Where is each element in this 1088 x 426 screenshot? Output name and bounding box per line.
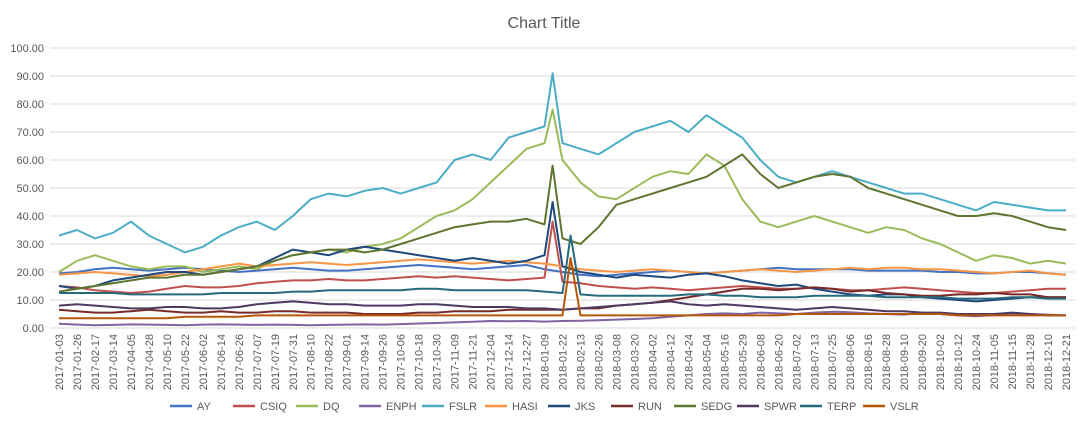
x-tick-label: 2017-12-27 [522,334,534,390]
x-tick-label: 2017-12-04 [486,334,498,390]
y-tick-label: 100.00 [10,43,44,55]
x-tick-label: 2017-03-14 [108,334,120,390]
x-tick-label: 2018-07-13 [809,334,821,390]
x-tick-label: 2017-10-18 [414,334,426,390]
legend-label-enph: ENPH [386,401,417,413]
legend-label-dq: DQ [323,401,340,413]
x-tick-label: 2018-05-16 [719,334,731,390]
y-tick-label: 10.00 [16,295,44,307]
series-line-fslr [58,72,1066,254]
x-tick-label: 2018-10-24 [971,334,983,390]
x-tick-label: 2018-02-13 [575,334,587,390]
x-tick-label: 2017-02-17 [90,334,102,390]
x-tick-label: 2017-12-14 [504,334,516,390]
x-tick-label: 2017-06-26 [234,334,246,390]
x-tick-label: 2017-06-02 [198,334,210,390]
series-line-sedg [58,153,1067,293]
x-tick-label: 2017-09-26 [378,334,390,390]
legend-label-csiq: CSIQ [260,401,287,413]
x-tick-label: 2018-05-04 [701,334,713,390]
x-tick-label: 2018-09-20 [917,334,929,390]
x-tick-label: 2017-06-14 [216,334,228,390]
legend-label-fslr: FSLR [449,401,477,413]
x-tick-label: 2018-05-29 [737,334,749,390]
x-tick-label: 2017-05-22 [180,334,192,390]
series-lines [58,72,1067,327]
x-tick-label: 2017-04-05 [126,334,138,390]
x-tick-label: 2018-01-22 [558,334,570,390]
x-tick-label: 2018-02-26 [593,334,605,390]
x-tick-label: 2017-11-09 [450,334,462,389]
x-tick-label: 2017-10-30 [432,334,444,390]
series-line-vslr [59,257,1066,320]
legend-label-terp: TERP [827,401,856,413]
x-tick-label: 2018-07-02 [791,334,803,390]
x-tick-label: 2018-08-16 [863,334,875,390]
legend-label-ay: AY [197,401,212,413]
x-tick-label: 2018-10-12 [953,334,965,390]
y-tick-label: 80.00 [16,99,44,111]
chart-title: Chart Title [508,15,581,32]
x-tick-label: 2018-11-28 [1025,334,1037,389]
legend-label-jks: JKS [575,401,595,413]
x-tick-label: 2018-06-20 [773,334,785,390]
x-tick-label: 2018-09-10 [899,334,911,390]
x-tick-label: 2018-10-02 [935,334,947,390]
y-axis-ticks: 0.00 10.00 20.00 30.00 40.00 50.00 60.00 70.00 8… [10,43,44,335]
x-tick-label: 2017-05-10 [162,334,174,390]
x-tick-label: 2017-07-07 [252,334,264,390]
y-tick-label: 0.00 [23,323,44,335]
x-tick-label: 2018-11-15 [1007,334,1019,389]
y-tick-label: 60.00 [16,155,44,167]
y-tick-label: 30.00 [16,239,44,251]
legend-label-run: RUN [638,401,662,413]
x-tick-label: 2018-04-02 [647,334,659,390]
x-tick-label: 2017-10-06 [396,334,408,390]
x-tick-label: 2017-01-03 [54,334,66,390]
x-tick-label: 2017-09-01 [342,334,354,390]
series-line-terp [59,234,1066,300]
x-tick-label: 2017-07-31 [288,334,300,390]
x-axis-ticks: 2017-01-03 2017-01-26 2017-02-17 2017-03-14… [54,334,1073,390]
y-tick-label: 40.00 [16,211,44,223]
x-tick-label: 2018-04-12 [665,334,677,390]
x-tick-label: 2017-09-14 [360,334,372,390]
y-tick-label: 70.00 [16,127,44,139]
x-tick-label: 2017-04-28 [144,334,156,390]
legend-label-sedg: SEDG [701,401,732,413]
y-tick-label: 50.00 [16,183,44,195]
x-tick-label: 2018-04-24 [683,334,695,390]
x-tick-label: 2018-12-21 [1061,334,1073,390]
legend-label-vslr: VSLR [890,401,919,413]
series-line-dq [58,108,1067,273]
legend-label-spwr: SPWR [764,401,797,413]
x-tick-label: 2018-01-09 [540,334,552,390]
x-tick-label: 2018-06-08 [755,334,767,390]
legend-label-hasi: HASI [512,401,538,413]
x-tick-label: 2018-08-28 [881,334,893,390]
legend: AY CSIQ DQ ENPH FSLR HASI JKS RUN SEDG SPWR TERP VS… [170,401,919,413]
x-tick-label: 2017-08-22 [324,334,336,390]
x-tick-label: 2018-03-20 [629,334,641,390]
x-tick-label: 2018-11-05 [989,334,1001,389]
x-tick-label: 2018-12-10 [1043,334,1055,390]
series-line-csiq [58,220,1066,294]
x-tick-label: 2018-08-06 [845,334,857,390]
x-tick-label: 2017-01-26 [72,334,84,390]
x-tick-label: 2018-03-08 [611,334,623,390]
x-tick-label: 2017-11-21 [468,334,480,389]
x-tick-label: 2017-07-19 [270,334,282,390]
y-tick-label: 90.00 [16,71,44,83]
y-tick-label: 20.00 [16,267,44,279]
x-tick-label: 2018-07-25 [827,334,839,390]
x-tick-label: 2017-08-10 [306,334,318,390]
